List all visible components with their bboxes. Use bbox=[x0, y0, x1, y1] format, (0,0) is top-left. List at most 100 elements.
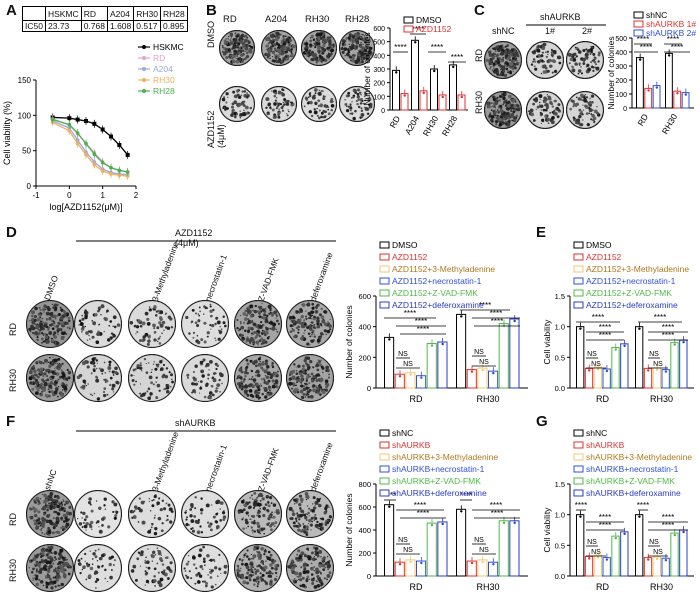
colony-dot bbox=[546, 94, 549, 96]
colony-dot bbox=[541, 51, 544, 54]
colony-dot bbox=[271, 361, 274, 365]
data-point bbox=[481, 560, 484, 564]
colony-dot bbox=[360, 51, 365, 56]
colony-dot bbox=[219, 391, 221, 393]
colony-dot bbox=[89, 338, 91, 340]
colony-dot bbox=[164, 375, 169, 379]
colony-dot bbox=[187, 554, 190, 557]
colony-dot bbox=[304, 528, 307, 532]
colony-dot bbox=[66, 368, 69, 372]
colony-dot bbox=[46, 573, 49, 576]
colony-dot bbox=[263, 369, 268, 374]
colony-dot bbox=[276, 319, 279, 323]
colony-dot bbox=[281, 88, 284, 91]
colony-dot bbox=[47, 545, 51, 549]
colony-dot bbox=[222, 52, 227, 56]
colony-dot bbox=[253, 492, 257, 495]
colony-dot bbox=[192, 376, 196, 380]
colony-dot bbox=[28, 567, 31, 569]
colony-dot bbox=[517, 107, 521, 111]
colony-dot bbox=[316, 338, 321, 343]
colony-dot bbox=[206, 554, 210, 558]
colony-dot bbox=[242, 517, 245, 519]
colony-dot bbox=[352, 95, 355, 99]
colony-dot bbox=[356, 102, 359, 106]
colony-dot bbox=[166, 515, 169, 518]
colony-dot bbox=[137, 521, 140, 523]
colony-dot bbox=[42, 525, 45, 529]
colony-dot bbox=[312, 388, 317, 393]
colony-dot bbox=[323, 510, 328, 515]
colony-dot bbox=[312, 374, 316, 378]
colony-dot bbox=[49, 381, 54, 385]
x-tick-label: RD bbox=[596, 582, 609, 592]
legend-label: AZD1152+necrostatin-1 bbox=[392, 276, 482, 286]
colony-dot bbox=[260, 577, 265, 582]
colony-dot bbox=[286, 113, 288, 115]
colony-dot bbox=[516, 103, 518, 106]
colony-dot bbox=[219, 567, 222, 569]
y-tick-label: 100 bbox=[615, 92, 627, 99]
colony-dot bbox=[506, 57, 510, 61]
colony-dot bbox=[96, 362, 99, 364]
colony-dot bbox=[317, 105, 320, 107]
colony-dot bbox=[356, 57, 361, 62]
colony-dot bbox=[154, 314, 158, 317]
colony-dot bbox=[267, 574, 271, 578]
colony-dot bbox=[240, 380, 242, 383]
colony-dot bbox=[304, 315, 307, 318]
colony-dot bbox=[63, 509, 66, 513]
colony-dot bbox=[575, 55, 578, 58]
colony-dot bbox=[315, 41, 318, 44]
colony-dot bbox=[265, 331, 267, 333]
colony-dot bbox=[350, 112, 354, 115]
colony-dish-azd1152 bbox=[339, 86, 375, 122]
colony-dot bbox=[55, 558, 57, 560]
colony-dot bbox=[145, 571, 149, 575]
legend-label: shAURKB+deferoxamine bbox=[586, 488, 681, 498]
colony-dot bbox=[551, 50, 554, 53]
col-label-shnc: shNC bbox=[492, 26, 515, 36]
colony-dot bbox=[350, 46, 354, 50]
colony-dot bbox=[55, 385, 57, 387]
legend-swatch bbox=[573, 489, 584, 497]
colony-dot bbox=[357, 51, 360, 55]
colony-dot bbox=[315, 580, 317, 582]
colony-dot bbox=[319, 313, 322, 317]
colony-dot bbox=[324, 95, 326, 98]
colony-dot bbox=[258, 312, 261, 315]
colony-dot bbox=[66, 558, 68, 561]
colony-dot bbox=[328, 43, 332, 47]
colony-dot bbox=[233, 42, 237, 45]
colony-dot bbox=[311, 557, 315, 561]
colony-dot bbox=[55, 517, 59, 520]
colony-dot bbox=[152, 383, 155, 386]
colony-dot bbox=[267, 501, 270, 504]
colony-dot bbox=[220, 328, 223, 330]
colony-dot bbox=[147, 335, 151, 339]
colony-dot bbox=[45, 375, 48, 378]
colony-dot bbox=[39, 580, 44, 584]
colony-dot bbox=[31, 310, 35, 315]
colony-dot bbox=[153, 494, 157, 499]
colony-dot bbox=[296, 553, 299, 556]
colony-dot bbox=[139, 383, 142, 385]
colony-dot bbox=[361, 99, 364, 103]
colony-dot bbox=[305, 577, 309, 581]
colony-dot bbox=[35, 582, 40, 587]
colony-dot bbox=[33, 563, 36, 566]
colony-dot bbox=[318, 89, 321, 91]
colony-dot bbox=[258, 493, 261, 496]
legend-swatch bbox=[633, 20, 644, 28]
colony-dot bbox=[214, 566, 218, 570]
colony-dot bbox=[582, 104, 584, 106]
colony-dot bbox=[303, 358, 307, 363]
legend-label: AZD1152+Z-VAD-FMK bbox=[392, 288, 478, 298]
colony-dot bbox=[297, 328, 300, 331]
dish-plate bbox=[74, 490, 122, 538]
colony-dot bbox=[317, 377, 320, 380]
colony-dot bbox=[52, 375, 55, 378]
colony-dot bbox=[257, 514, 261, 518]
colony-dot bbox=[166, 386, 170, 390]
